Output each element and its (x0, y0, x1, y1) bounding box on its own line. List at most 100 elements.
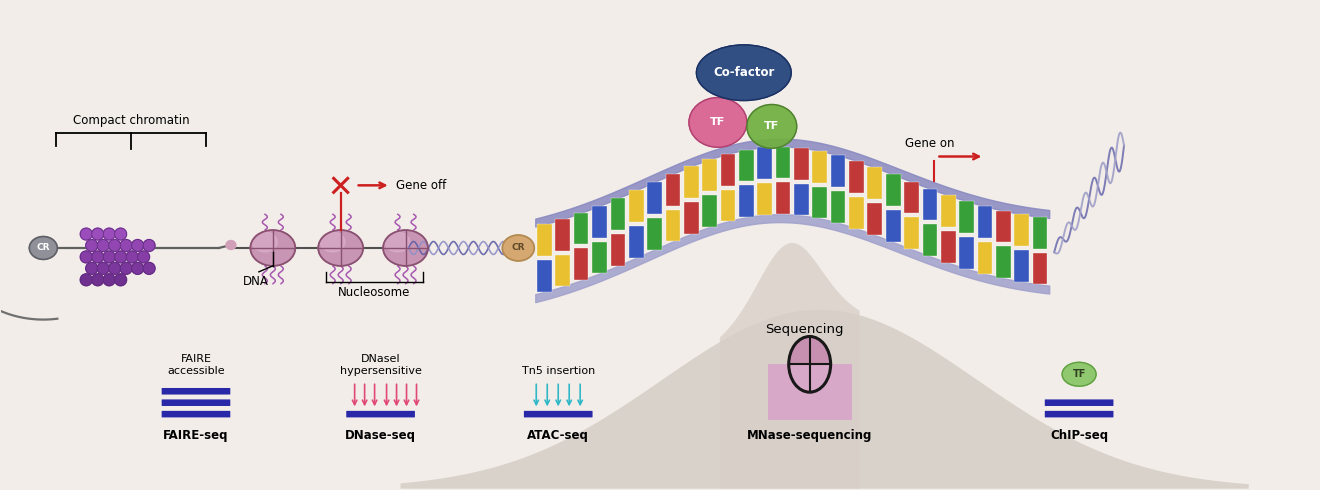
Bar (904, 182, 919, 214)
Text: Tn5 insertion: Tn5 insertion (521, 366, 595, 376)
Circle shape (132, 263, 144, 274)
Text: Co-factor: Co-factor (713, 66, 775, 79)
FancyBboxPatch shape (524, 411, 593, 417)
Bar (923, 189, 937, 220)
Bar (812, 187, 828, 219)
Text: Gene off: Gene off (396, 179, 446, 192)
Bar (830, 191, 845, 223)
FancyBboxPatch shape (161, 388, 230, 394)
Bar (556, 255, 570, 287)
Text: Nucleosome: Nucleosome (338, 286, 411, 299)
FancyBboxPatch shape (161, 399, 230, 406)
Bar (593, 242, 607, 273)
Bar (960, 237, 974, 269)
Circle shape (103, 251, 115, 263)
Bar (795, 148, 809, 180)
Ellipse shape (385, 232, 411, 252)
Text: CR: CR (37, 244, 50, 252)
Bar (830, 155, 845, 187)
Bar (1014, 250, 1030, 282)
Bar (702, 159, 717, 191)
Bar (611, 198, 626, 230)
Bar (721, 190, 735, 221)
Bar (647, 182, 661, 214)
Circle shape (120, 263, 132, 274)
Bar (776, 147, 791, 178)
Bar (941, 231, 956, 263)
Text: MNase-sequencing: MNase-sequencing (747, 429, 873, 442)
Bar (867, 203, 882, 235)
Bar (795, 184, 809, 216)
Circle shape (81, 274, 92, 286)
Text: Gene on: Gene on (904, 137, 954, 149)
Circle shape (91, 228, 104, 240)
Bar (1014, 214, 1030, 246)
Circle shape (91, 274, 104, 286)
Circle shape (108, 240, 120, 251)
Bar (1032, 253, 1047, 285)
Bar (628, 226, 644, 258)
Bar (574, 213, 589, 245)
Circle shape (81, 251, 92, 263)
Text: Sequencing: Sequencing (766, 323, 843, 336)
Bar (665, 210, 680, 242)
Bar (611, 234, 626, 266)
Bar (758, 183, 772, 215)
Text: DNA: DNA (243, 275, 269, 288)
Circle shape (91, 251, 104, 263)
Bar (628, 190, 644, 222)
Ellipse shape (226, 241, 236, 249)
Circle shape (115, 274, 127, 286)
Ellipse shape (318, 230, 363, 266)
Bar (758, 147, 772, 179)
Ellipse shape (689, 98, 747, 147)
Circle shape (137, 251, 149, 263)
Bar (739, 185, 754, 217)
Polygon shape (400, 310, 1249, 489)
Bar (978, 206, 993, 238)
FancyBboxPatch shape (775, 399, 843, 406)
Bar (684, 166, 698, 198)
FancyBboxPatch shape (346, 411, 414, 417)
FancyBboxPatch shape (161, 411, 230, 417)
Bar (702, 195, 717, 227)
Text: TF: TF (1072, 369, 1086, 379)
Bar (978, 242, 993, 274)
Text: DNase-seq: DNase-seq (345, 429, 416, 442)
Bar (886, 174, 900, 206)
Bar (849, 161, 863, 193)
Ellipse shape (252, 232, 277, 252)
Ellipse shape (697, 45, 791, 100)
Bar (923, 224, 937, 256)
Circle shape (132, 240, 144, 251)
Bar (776, 182, 791, 214)
Bar (537, 260, 552, 292)
Ellipse shape (503, 235, 535, 261)
Circle shape (143, 263, 154, 274)
Bar (941, 195, 956, 227)
Text: ChIP-seq: ChIP-seq (1049, 429, 1109, 442)
Bar (997, 211, 1011, 243)
Circle shape (86, 240, 98, 251)
Bar (665, 174, 680, 206)
FancyBboxPatch shape (775, 411, 843, 417)
Bar (904, 218, 919, 249)
Bar (537, 224, 552, 256)
Bar (721, 154, 735, 186)
Ellipse shape (321, 232, 345, 252)
Circle shape (108, 263, 120, 274)
Bar (997, 246, 1011, 278)
Circle shape (98, 240, 110, 251)
Circle shape (115, 228, 127, 240)
FancyBboxPatch shape (1045, 411, 1114, 417)
FancyBboxPatch shape (1045, 399, 1114, 406)
Bar (867, 168, 882, 199)
Ellipse shape (747, 104, 797, 148)
Circle shape (103, 228, 115, 240)
Bar (574, 248, 589, 280)
Bar (739, 149, 754, 181)
Ellipse shape (789, 337, 830, 392)
Text: FAIRE
accessible: FAIRE accessible (168, 354, 224, 376)
Bar (647, 218, 661, 249)
Bar (849, 196, 863, 228)
